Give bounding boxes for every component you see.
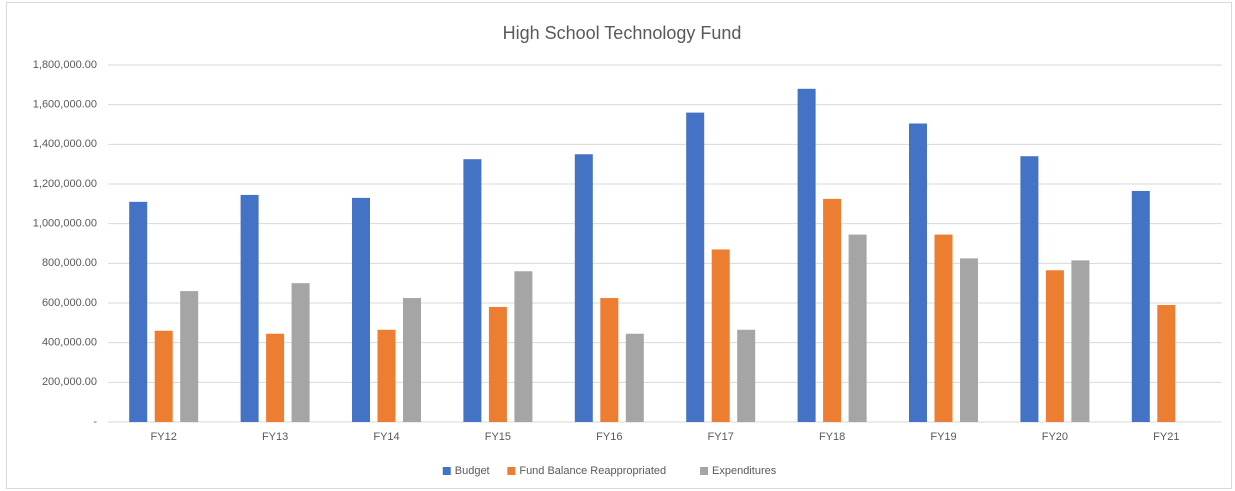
x-tick-label: FY18	[819, 431, 845, 443]
x-tick-label: FY13	[262, 431, 288, 443]
bar	[488, 306, 507, 422]
bar	[1071, 260, 1090, 422]
y-tick-label: 1,200,000.00	[33, 178, 97, 190]
bar	[574, 154, 593, 422]
legend-label: Budget	[455, 465, 490, 477]
bar	[266, 333, 285, 422]
bar	[823, 198, 842, 422]
bar	[934, 234, 953, 422]
y-tick-label: 1,800,000.00	[33, 59, 97, 71]
chart-title: High School Technology Fund	[503, 23, 742, 43]
bar	[909, 123, 927, 422]
bar	[403, 298, 421, 422]
bar	[1020, 156, 1039, 422]
bar	[514, 271, 533, 422]
bar	[686, 112, 705, 422]
legend-swatch	[700, 467, 709, 475]
x-tick-label: FY16	[596, 431, 622, 443]
y-tick-label: 200,000.00	[42, 376, 97, 388]
y-tick-label: 600,000.00	[42, 297, 97, 309]
y-tick-label: 400,000.00	[42, 337, 97, 349]
legend-swatch	[442, 467, 451, 475]
x-tick-label: FY12	[151, 431, 177, 443]
x-tick-label: FY15	[485, 431, 511, 443]
y-tick-label: 1,000,000.00	[33, 218, 97, 230]
bar	[1045, 270, 1064, 422]
bar	[291, 283, 310, 422]
bar	[154, 330, 173, 422]
x-tick-label: FY19	[930, 431, 956, 443]
y-tick-label: 1,600,000.00	[33, 99, 97, 111]
y-tick-label: 800,000.00	[42, 257, 97, 269]
y-tick-label: 1,400,000.00	[33, 138, 97, 150]
legend-label: Fund Balance Reappropriated	[519, 465, 666, 477]
x-tick-label: FY20	[1042, 431, 1068, 443]
legend-swatch	[507, 467, 516, 475]
bar	[600, 298, 619, 422]
bar	[463, 159, 482, 423]
bar	[625, 333, 644, 422]
x-tick-label: FY17	[708, 431, 734, 443]
bar	[711, 249, 730, 422]
bar	[737, 329, 756, 422]
bar	[1157, 304, 1176, 422]
bar	[180, 291, 199, 422]
x-tick-label: FY14	[373, 431, 399, 443]
bar	[1131, 190, 1150, 422]
bar	[797, 88, 816, 423]
y-tick-label: -	[93, 416, 97, 428]
bar	[960, 258, 978, 422]
x-tick-label: FY21	[1153, 431, 1179, 443]
bar	[352, 197, 370, 422]
legend-label: Expenditures	[712, 465, 777, 477]
bar	[129, 201, 148, 422]
bar	[848, 234, 867, 422]
bar	[240, 194, 259, 422]
bar	[377, 329, 396, 422]
